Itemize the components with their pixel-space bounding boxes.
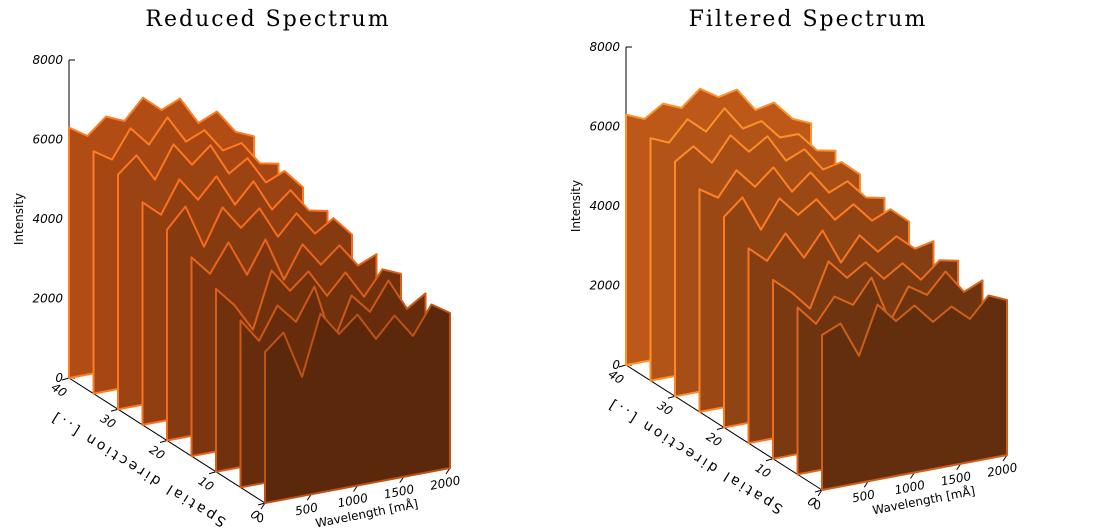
x-tick-label: 1000 (336, 491, 369, 511)
z-tick-label: 2000 (589, 279, 620, 293)
x-tick-label: 500 (851, 487, 877, 505)
y-tick-label: 10 (753, 461, 774, 481)
z-tick-label: 8000 (589, 40, 620, 54)
z-tick-label: 4000 (32, 212, 63, 226)
y-tick (814, 489, 823, 493)
x-tick-label: 0 (812, 497, 823, 512)
z-axis-label: Intensity (569, 180, 583, 232)
y-tick (618, 364, 627, 368)
chart-title: Filtered Spectrum (689, 7, 928, 32)
y-tick (765, 458, 774, 462)
y-tick (667, 395, 676, 399)
x-tick-label: 1500 (383, 482, 416, 502)
y-tick (159, 440, 168, 443)
surface-row (264, 303, 451, 504)
x-tick-label: 500 (294, 500, 320, 518)
y-tick-label: 20 (147, 442, 168, 462)
x-tick-label: 2000 (429, 473, 462, 493)
surface-row (821, 294, 1008, 491)
z-tick-label: 8000 (32, 53, 63, 67)
z-tick-label: 2000 (32, 292, 63, 306)
y-tick (257, 502, 266, 506)
y-tick-label: 30 (655, 398, 676, 418)
z-tick-label: 0 (55, 371, 63, 385)
y-tick-label: 40 (606, 367, 627, 387)
y-tick (61, 377, 70, 381)
x-tick (817, 489, 823, 497)
y-tick (110, 408, 119, 412)
z-tick-label: 6000 (589, 120, 620, 134)
x-tick-label: 1000 (893, 478, 926, 498)
z-tick-label: 4000 (589, 199, 620, 213)
y-tick-label: 10 (196, 474, 217, 494)
x-tick (260, 502, 266, 510)
y-tick (208, 471, 217, 475)
z-tick-label: 6000 (32, 133, 63, 147)
z-axis-label: Intensity (12, 193, 26, 245)
y-tick (716, 427, 725, 430)
z-tick-label: 0 (612, 358, 620, 372)
x-tick-label: 2000 (986, 460, 1019, 480)
y-tick-label: 40 (49, 380, 70, 400)
y-tick-label: 20 (704, 429, 725, 449)
x-tick-label: 0 (255, 510, 266, 525)
y-tick-label: 30 (98, 411, 119, 431)
chart-title: Reduced Spectrum (145, 7, 390, 32)
x-tick-label: 1500 (940, 469, 973, 489)
